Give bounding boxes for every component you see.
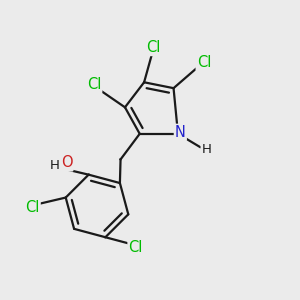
- Text: Cl: Cl: [25, 200, 40, 215]
- Text: Cl: Cl: [87, 77, 101, 92]
- Text: O: O: [61, 155, 72, 170]
- Text: H: H: [202, 143, 212, 156]
- Text: Cl: Cl: [197, 55, 211, 70]
- Text: Cl: Cl: [128, 240, 143, 255]
- Text: N: N: [175, 125, 186, 140]
- Text: Cl: Cl: [146, 40, 160, 55]
- Text: H: H: [50, 159, 60, 172]
